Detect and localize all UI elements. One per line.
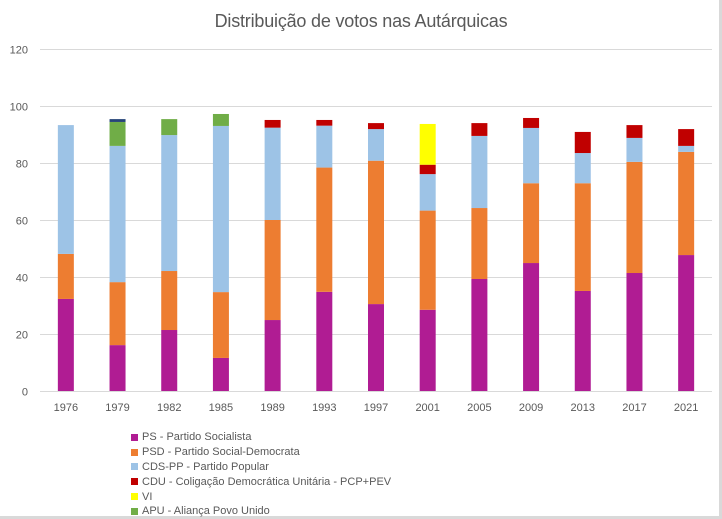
bar-segment-1989-series-0 [264,320,281,391]
bar-segment-2021-series-1 [678,151,695,256]
bar-segment-2005-series-0 [471,278,488,391]
bar-segment-1989-series-1 [264,220,281,321]
bar-segment-1976-series-0 [57,298,74,391]
bar-segment-1993-series-0 [316,291,333,391]
bar-segment-1997-series-0 [368,304,384,391]
legend-swatch [131,478,138,486]
x-tick-label: 2017 [622,402,646,414]
x-tick-label: 1976 [54,402,78,414]
bar-segment-2009-series-1 [523,183,540,264]
bar-segment-2013-series-0 [574,290,591,391]
x-tick-label: 1985 [209,402,233,414]
bar-segment-1993-series-3 [316,119,333,126]
bar-segment-1976-series-1 [57,253,74,299]
legend-label: CDU - Coligação Democrática Unitária - P… [142,475,392,488]
bar-segment-2017-series-1 [626,161,643,274]
bar-segment-1979-series-6 [109,119,126,122]
y-tick-label: 120 [10,45,28,57]
x-tick-label: 2005 [467,402,491,414]
bar-segment-1997-series-2 [368,129,384,161]
bar-segment-2001-series-2 [419,174,436,211]
bars [57,113,695,391]
legend-item: PS - Partido Socialista [131,430,391,445]
bar-segment-2009-series-2 [523,127,540,184]
y-tick-label: 20 [16,330,28,342]
bar-segment-1985-series-1 [212,292,229,358]
legend-swatch [131,448,138,456]
legend-label: PS - Partido Socialista [142,431,252,444]
bar-segment-2005-series-1 [471,208,488,279]
legend: PS - Partido Socialista PSD - Partido Soc… [131,430,391,519]
bar-segment-2001-series-3 [419,164,436,175]
bar-segment-1979-series-0 [109,345,126,391]
bar-segment-1993-series-2 [316,125,333,168]
bar-segment-1997-series-3 [368,123,384,130]
bar-segment-2013-series-3 [574,131,591,154]
bar-segment-1985-series-5 [212,113,229,126]
bar-segment-2021-series-3 [678,129,695,146]
bar-segment-2009-series-0 [523,263,540,391]
bar-segment-2005-series-3 [471,123,488,136]
legend-item: CDS-PP - Partido Popular [131,460,391,475]
x-tick-label: 1993 [312,402,336,414]
legend-label: CDS-PP - Partido Popular [142,460,269,473]
x-tick-label: 2009 [519,402,543,414]
x-tick-label: 1997 [364,402,388,414]
bar-segment-1979-series-2 [109,145,126,283]
legend-item: CDU - Coligação Democrática Unitária - P… [131,474,391,489]
x-tick-label: 1989 [260,402,284,414]
bar-segment-1997-series-1 [368,160,384,305]
bar-segment-1982-series-0 [161,330,178,391]
bar-segment-1985-series-0 [212,357,229,391]
legend-swatch [131,493,138,501]
y-axis-ticks: 0 20 40 60 80 100 120 [10,45,28,399]
y-tick-label: 60 [16,216,28,228]
bar-segment-2021-series-2 [678,145,695,152]
bar-segment-2017-series-2 [626,137,643,162]
legend-swatch [131,463,138,471]
bar-segment-1976-series-2 [57,125,74,254]
bar-segment-1979-series-1 [109,282,126,346]
bar-segment-1979-series-5 [109,121,126,146]
bar-segment-2017-series-3 [626,125,643,138]
bar-segment-1982-series-5 [161,119,178,136]
y-tick-label: 0 [22,387,28,399]
bar-segment-2013-series-2 [574,153,591,184]
chart-title: Distribuição de votos nas Autárquicas [214,11,508,31]
legend-label: APU - Aliança Povo Unido [142,505,270,518]
bar-segment-1989-series-2 [264,127,281,220]
x-tick-label: 2021 [674,402,698,414]
legend-item: VI [131,489,391,504]
legend-label: VI [142,490,153,503]
bar-segment-2001-series-0 [419,309,436,391]
x-tick-label: 2013 [571,402,595,414]
x-tick-label: 1982 [157,402,181,414]
bar-segment-2001-series-1 [419,210,436,310]
bar-segment-1982-series-1 [161,271,178,331]
legend-item: PSD - Partido Social-Democrata [131,445,391,460]
bar-segment-2005-series-2 [471,135,488,209]
bar-segment-1985-series-2 [212,125,229,293]
x-tick-label: 2001 [415,402,439,414]
legend-item: APU - Aliança Povo Unido [131,504,391,519]
bar-segment-1982-series-2 [161,135,178,272]
legend-swatch [131,507,138,515]
y-tick-label: 80 [16,159,28,171]
bar-segment-2013-series-1 [574,183,591,291]
bar-segment-2017-series-0 [626,273,643,391]
bar-segment-2021-series-0 [678,255,695,391]
bar-segment-1993-series-1 [316,167,333,292]
bar-segment-2001-series-4 [419,123,436,165]
legend-label: PSD - Partido Social-Democrata [142,446,300,459]
y-tick-label: 40 [16,273,28,285]
bar-segment-2009-series-3 [523,117,540,128]
x-tick-label: 1979 [105,402,129,414]
y-tick-label: 100 [10,102,28,114]
x-axis-ticks: 1976 1979 1982 1985 1989 1993 1997 2001 2005 2009… [54,402,699,414]
legend-swatch [131,433,138,441]
bar-segment-1989-series-3 [264,119,281,128]
